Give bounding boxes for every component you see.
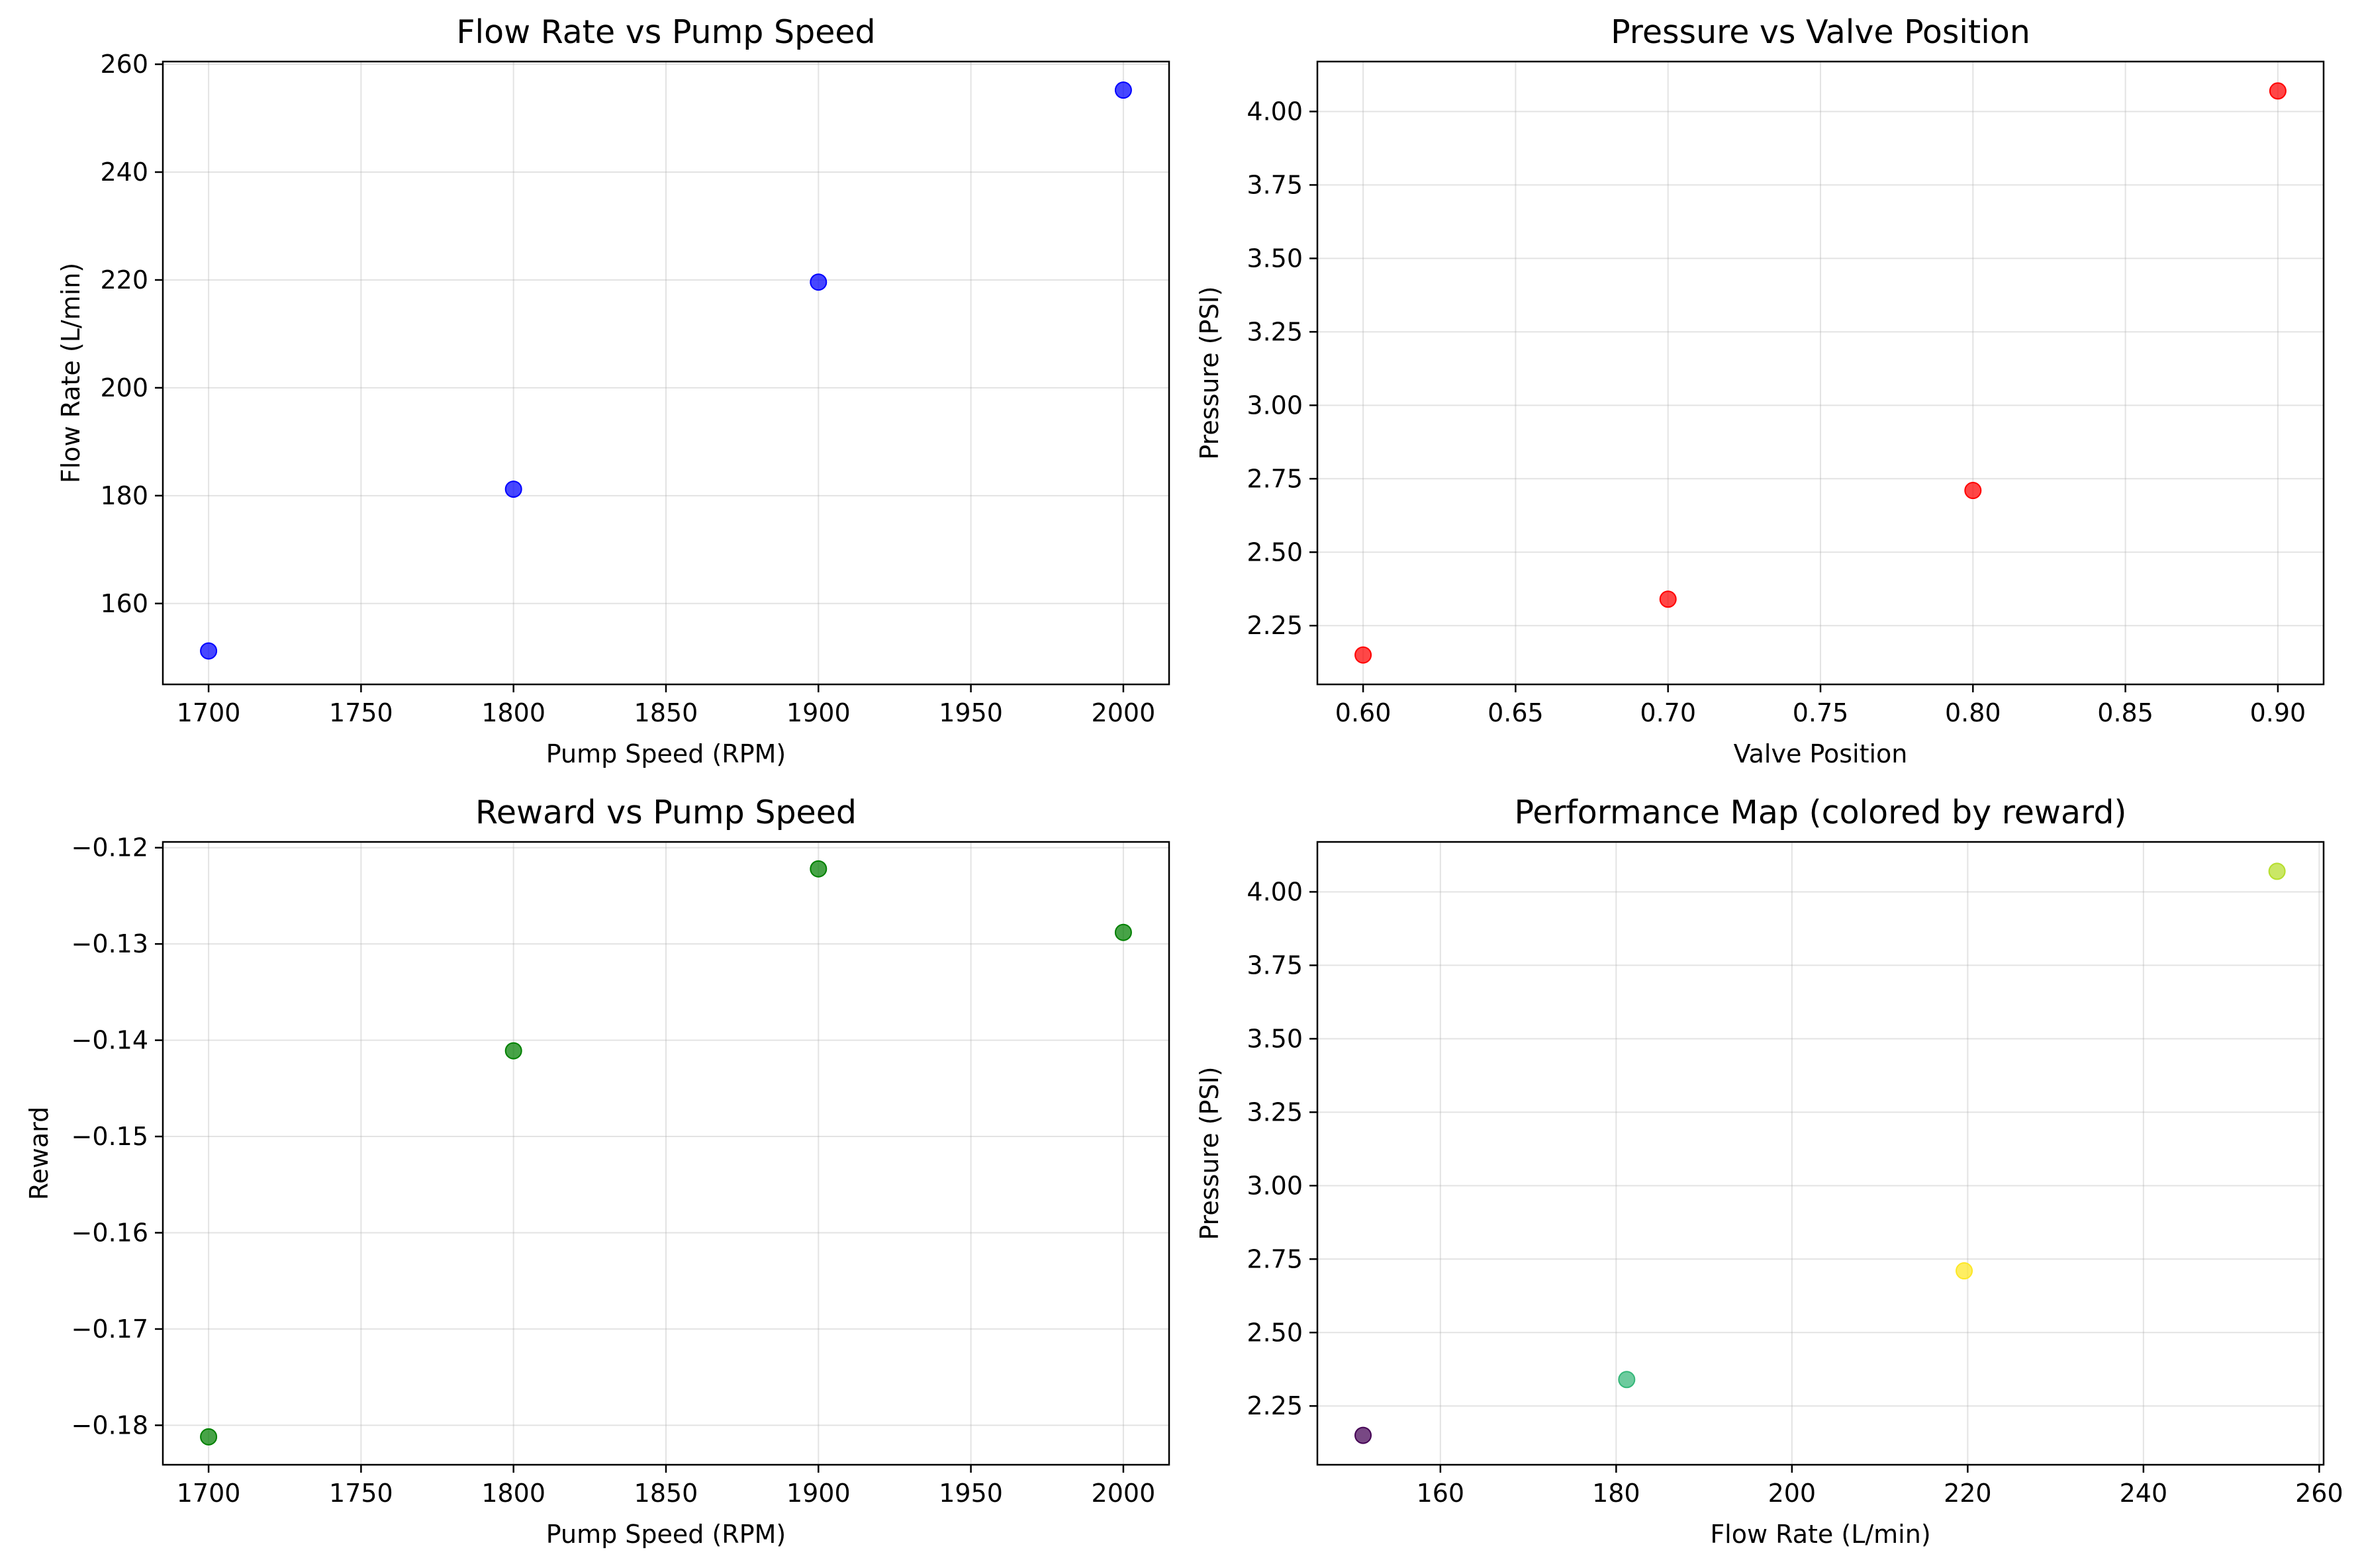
x-tick-label: 1700 [177, 1479, 241, 1508]
data-point [200, 642, 218, 660]
data-point [1618, 1371, 1636, 1389]
grid [1317, 62, 2324, 684]
x-tick-label: 200 [1768, 1479, 1817, 1508]
x-tick-label: 1900 [786, 698, 851, 727]
x-axis-label: Flow Rate (L/min) [1710, 1520, 1930, 1549]
y-tick-label: −0.16 [71, 1218, 148, 1247]
y-tick-label: 3.00 [1247, 1171, 1303, 1200]
y-tick-label: 3.75 [1247, 950, 1303, 980]
x-tick-label: 1850 [634, 1479, 698, 1508]
x-tick-label: 0.80 [1945, 698, 2001, 727]
y-tick-label: −0.12 [71, 833, 148, 862]
data-point [810, 273, 827, 291]
y-tick-label: 240 [100, 158, 148, 187]
data-point [810, 860, 827, 878]
y-axis-label: Pressure (PSI) [1195, 286, 1224, 459]
data-point [1354, 646, 1372, 664]
subplot-4: 160 180 200 220 240 260 2.25 2.50 2.75 3.00 3.25 3.… [1195, 794, 2343, 1549]
x-tick-label: 1800 [481, 698, 545, 727]
x-tick-label: 220 [1944, 1479, 1992, 1508]
y-tick-label: 2.25 [1247, 1391, 1303, 1420]
y-tick-label: 3.75 [1247, 170, 1303, 199]
y-tick-label: 3.50 [1247, 1024, 1303, 1053]
y-tick-label: 2.75 [1247, 1244, 1303, 1273]
data-points [200, 81, 1132, 660]
grid [163, 842, 1169, 1465]
data-point [1659, 590, 1677, 608]
x-axis-label: Pump Speed (RPM) [546, 739, 786, 768]
y-tick-label: 2.50 [1247, 1318, 1303, 1347]
data-point [1354, 1426, 1372, 1444]
x-tick-label: 1750 [329, 1479, 393, 1508]
x-tick-label: 0.70 [1640, 698, 1696, 727]
chart-title: Pressure vs Valve Position [1611, 13, 2030, 51]
data-points [1354, 82, 2287, 664]
y-tick-label: −0.15 [71, 1122, 148, 1151]
data-point [2269, 82, 2287, 100]
subplot-1: 1700 1750 1800 1850 1900 1950 2000 160 180 200 220… [56, 13, 1170, 768]
x-tick-label: 260 [2295, 1479, 2343, 1508]
y-tick-label: 3.00 [1247, 391, 1303, 420]
chart-title: Performance Map (colored by reward) [1514, 794, 2126, 831]
x-tick-label: 2000 [1092, 1479, 1156, 1508]
y-tick-label: −0.17 [71, 1314, 148, 1344]
x-tick-label: 1950 [939, 698, 1003, 727]
data-point [504, 1042, 522, 1060]
grid [163, 62, 1169, 684]
y-tick-label: 4.00 [1247, 877, 1303, 906]
chart-title: Reward vs Pump Speed [475, 794, 857, 831]
data-point [200, 1428, 218, 1446]
x-tick-label: 180 [1592, 1479, 1640, 1508]
x-tick-label: 2000 [1092, 698, 1156, 727]
data-points [1354, 862, 2286, 1444]
x-tick-label: 0.90 [2250, 698, 2306, 727]
y-tick-label: 160 [100, 589, 148, 618]
x-tick-label: 1900 [786, 1479, 851, 1508]
y-tick-label: 3.25 [1247, 317, 1303, 346]
data-point [1964, 482, 1982, 500]
y-tick-label: 3.25 [1247, 1097, 1303, 1127]
data-points [200, 860, 1132, 1446]
x-tick-label: 0.85 [2097, 698, 2153, 727]
x-axis-label: Pump Speed (RPM) [546, 1520, 786, 1549]
y-tick-label: 200 [100, 373, 148, 402]
x-tick-label: 0.75 [1793, 698, 1849, 727]
axes-frame [1316, 841, 2325, 1466]
x-axis-label: Valve Position [1734, 739, 1908, 768]
chart-title: Flow Rate vs Pump Speed [456, 13, 875, 51]
x-tick-label: 1750 [329, 698, 393, 727]
x-tick-label: 1800 [481, 1479, 545, 1508]
y-axis-label: Flow Rate (L/min) [56, 263, 85, 483]
x-tick-label: 0.60 [1335, 698, 1392, 727]
x-tick-label: 1950 [939, 1479, 1003, 1508]
subplot-2: 0.60 0.65 0.70 0.75 0.80 0.85 0.90 2.25 2.50 2.75… [1195, 13, 2325, 768]
grid [1317, 842, 2324, 1465]
x-tick-label: 0.65 [1488, 698, 1544, 727]
data-point [504, 481, 522, 498]
y-tick-label: 4.00 [1247, 97, 1303, 126]
y-axis-label: Pressure (PSI) [1195, 1066, 1224, 1240]
y-tick-label: −0.13 [71, 929, 148, 958]
y-tick-label: 220 [100, 265, 148, 295]
y-tick-label: 2.75 [1247, 464, 1303, 493]
x-tick-label: 1700 [177, 698, 241, 727]
x-tick-label: 240 [2120, 1479, 2168, 1508]
y-tick-label: 3.50 [1247, 244, 1303, 273]
y-tick-label: 2.25 [1247, 611, 1303, 640]
y-tick-label: 180 [100, 481, 148, 510]
y-tick-label: 260 [100, 50, 148, 79]
data-point [2268, 862, 2286, 880]
subplot-3: 1700 1750 1800 1850 1900 1950 2000 −0.18 −0.17 −0… [24, 794, 1170, 1549]
data-point [1114, 923, 1132, 941]
y-axis-label: Reward [24, 1107, 54, 1201]
x-tick-label: 1850 [634, 698, 698, 727]
data-point [1114, 81, 1132, 99]
y-tick-label: 2.50 [1247, 537, 1303, 567]
y-tick-label: −0.18 [71, 1410, 148, 1440]
y-tick-label: −0.14 [71, 1026, 148, 1055]
data-point [1956, 1262, 1973, 1280]
x-tick-label: 160 [1417, 1479, 1465, 1508]
